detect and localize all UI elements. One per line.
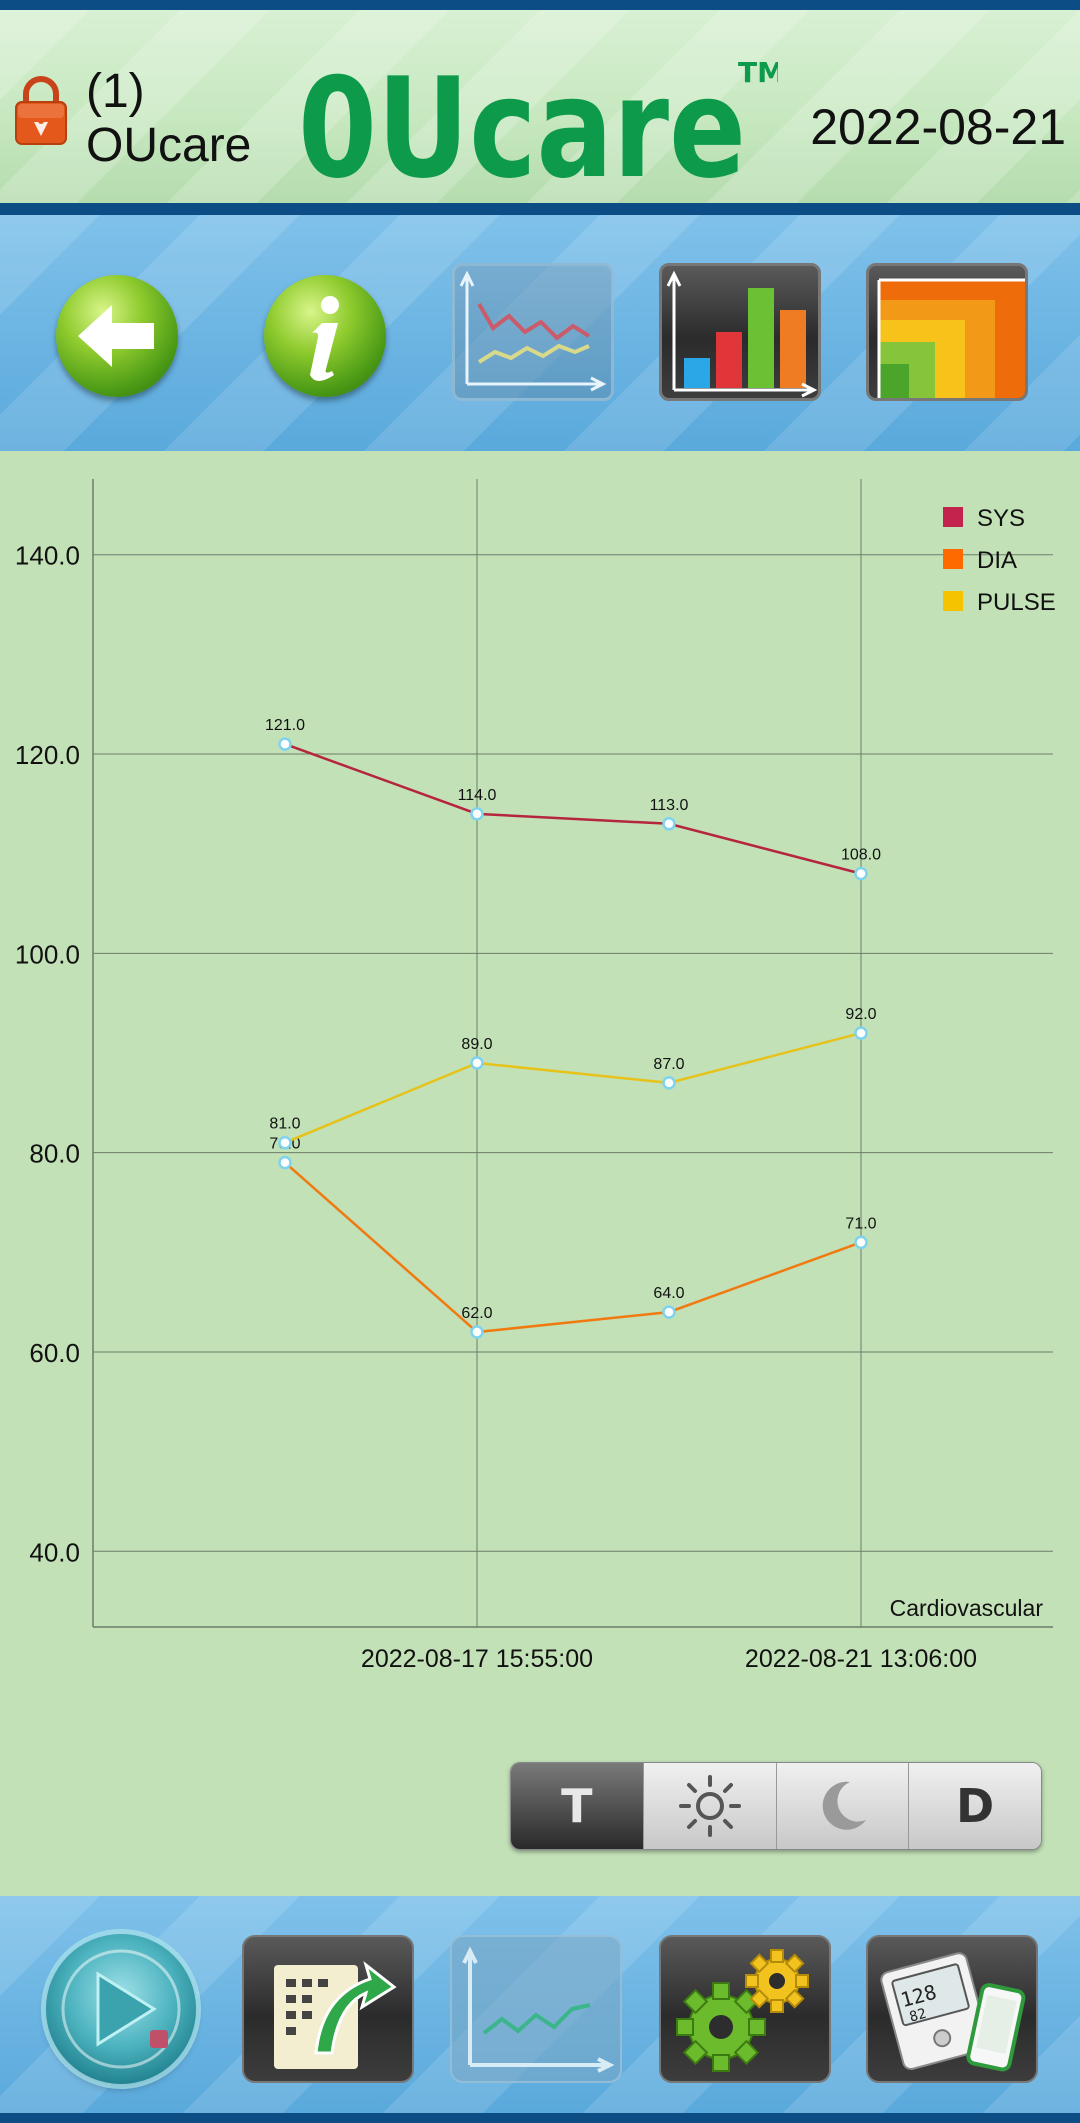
data-label: 89.0: [461, 1036, 492, 1053]
legend-label-dia: DIA: [977, 547, 1017, 574]
lock-icon[interactable]: [14, 74, 68, 146]
back-button[interactable]: [56, 275, 178, 397]
y-tick-label: 60.0: [29, 1338, 80, 1368]
moon-icon: [823, 1781, 867, 1830]
data-label: 87.0: [653, 1056, 684, 1073]
data-label: 114.0: [458, 787, 497, 804]
day-segment[interactable]: [642, 1763, 776, 1849]
line-chart-view-button[interactable]: [452, 263, 614, 401]
legend-label-pulse: PULSE: [977, 589, 1056, 616]
series-line-dia: [284, 1161, 862, 1334]
total-segment-label: T: [561, 1779, 593, 1833]
data-point: [854, 1235, 868, 1250]
data-point: [854, 1026, 868, 1040]
bar-chart-view-button[interactable]: [659, 263, 821, 401]
app-header: (1) OUcare 0Ucare TM 2022-08-21: [0, 0, 1080, 215]
data-point: [662, 1305, 676, 1319]
legend-swatch-dia: [943, 549, 963, 569]
play-icon: [61, 1949, 181, 2069]
info-button[interactable]: [264, 275, 386, 397]
info-icon: [310, 296, 339, 381]
y-tick-label: 100.0: [15, 939, 80, 969]
area-chart-view-button[interactable]: [866, 263, 1028, 401]
data-label: 62.0: [461, 1305, 492, 1322]
settings-gears-icon: [659, 1935, 831, 2083]
data-point: [278, 737, 292, 751]
data-point: [470, 1056, 484, 1070]
data-point: [662, 817, 676, 831]
series-line-pulse: [284, 1031, 862, 1144]
x-tick-label: 2022-08-17 15:55:00: [361, 1645, 593, 1673]
sun-icon: [678, 1775, 741, 1837]
data-label: 113.0: [650, 797, 689, 814]
data-point: [470, 1325, 484, 1339]
data-point: [278, 1155, 292, 1170]
header-date: 2022-08-21: [810, 99, 1066, 155]
night-segment[interactable]: [775, 1763, 909, 1849]
logo-text: 0Ucare: [298, 56, 746, 186]
legend-label-sys: SYS: [977, 505, 1025, 532]
user-name: OUcare: [86, 119, 252, 172]
line-chart: 140.0 120.0 100.0 80.0 60.0 40.0 2022-08-17 15…: [15, 479, 1056, 1673]
data-point: [278, 1135, 292, 1150]
data-label: 64.0: [653, 1285, 684, 1302]
area-chart-icon: [877, 278, 1025, 398]
export-record-button[interactable]: [242, 1935, 414, 2083]
chart-annotation: Cardiovascular: [890, 1595, 1044, 1621]
legend-swatch-sys: [943, 507, 963, 527]
x-tick-label: 2022-08-21 13:06:00: [745, 1645, 977, 1673]
logo-tm: TM: [738, 56, 778, 89]
start-measurement-button[interactable]: [46, 1934, 196, 2084]
legend-swatch-pulse: [943, 591, 963, 611]
data-point: [662, 1076, 676, 1090]
trend-chart-icon: [450, 1935, 622, 2083]
total-segment[interactable]: T: [511, 1763, 643, 1849]
data-label: 71.0: [845, 1215, 876, 1232]
user-number: (1): [86, 65, 145, 118]
data-point: [470, 807, 484, 821]
data-label: 108.0: [841, 847, 881, 864]
y-tick-label: 80.0: [29, 1139, 80, 1169]
data-label: 81.0: [269, 1116, 300, 1133]
export-record-icon: [242, 1935, 414, 2083]
series-line-sys: [284, 742, 862, 875]
data-label: 92.0: [845, 1006, 876, 1023]
app-logo: 0Ucare TM: [298, 56, 778, 186]
blood-pressure-chart: 140.0 120.0 100.0 80.0 60.0 40.0 2022-08-17 15…: [0, 451, 1080, 1896]
data-label: 121.0: [265, 717, 305, 734]
settings-button[interactable]: [659, 1935, 831, 2083]
line-chart-icon: [459, 270, 607, 392]
svg-text:82: 82: [908, 2006, 928, 2026]
time-filter-segmented-control: T D: [510, 1762, 1042, 1850]
trend-chart-button[interactable]: [450, 1935, 622, 2083]
back-arrow-icon: [78, 305, 154, 367]
bar-chart-icon: [666, 270, 818, 398]
y-tick-label: 140.0: [15, 541, 80, 571]
d-segment[interactable]: D: [908, 1763, 1041, 1849]
y-tick-label: 120.0: [15, 740, 80, 770]
y-tick-label: 40.0: [29, 1537, 80, 1567]
device-sync-button[interactable]: 128 82: [866, 1935, 1038, 2083]
data-point: [854, 866, 868, 881]
device-sync-icon: 128 82: [866, 1935, 1038, 2083]
d-segment-label: D: [956, 1779, 995, 1833]
